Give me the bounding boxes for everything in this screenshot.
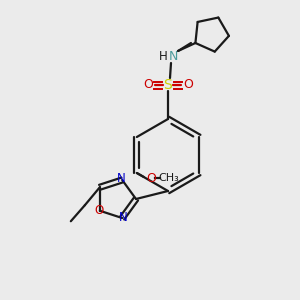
Text: O: O — [143, 79, 153, 92]
Text: CH₃: CH₃ — [158, 173, 179, 183]
Text: O: O — [146, 172, 156, 184]
Text: N: N — [119, 211, 128, 224]
Text: S: S — [164, 78, 172, 92]
Text: N: N — [117, 172, 126, 185]
Text: N: N — [168, 50, 178, 64]
Text: H: H — [159, 50, 167, 62]
Text: O: O — [183, 79, 193, 92]
Text: O: O — [94, 204, 104, 217]
